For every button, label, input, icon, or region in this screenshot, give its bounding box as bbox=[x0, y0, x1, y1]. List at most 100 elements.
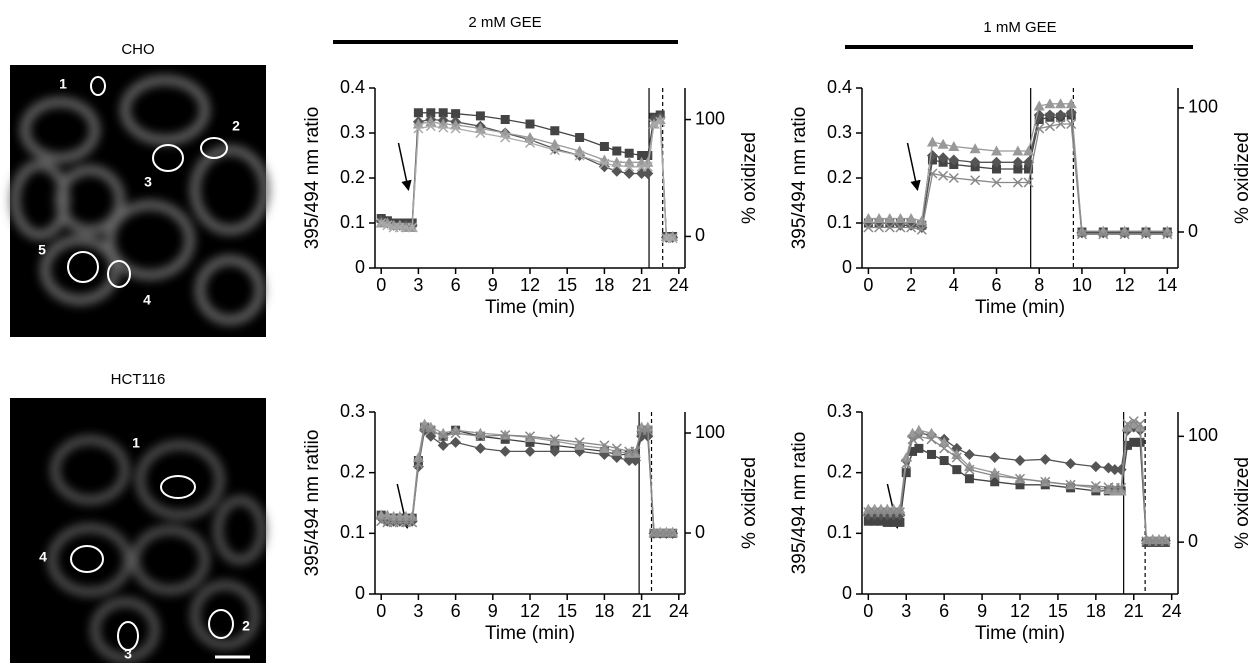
data-point bbox=[901, 458, 912, 469]
data-point bbox=[862, 213, 874, 223]
data-point bbox=[474, 442, 486, 454]
x-tick-label: 8 bbox=[1034, 275, 1044, 295]
data-point bbox=[937, 138, 949, 149]
data-point bbox=[630, 446, 641, 457]
data-point bbox=[413, 123, 424, 134]
data-point bbox=[939, 456, 949, 466]
data-point bbox=[1014, 455, 1026, 467]
data-point bbox=[990, 477, 1000, 487]
data-point bbox=[425, 121, 436, 132]
x-tick-label: 2 bbox=[906, 275, 916, 295]
data-point bbox=[412, 452, 424, 462]
y-axis-label: 395/494 nm ratio bbox=[789, 432, 810, 575]
data-point bbox=[882, 517, 892, 527]
x-tick-label: 0 bbox=[376, 601, 386, 621]
x-tick-label: 12 bbox=[520, 275, 540, 295]
data-point bbox=[642, 161, 653, 172]
data-point bbox=[895, 517, 905, 527]
x-tick-label: 9 bbox=[977, 601, 987, 621]
data-point bbox=[437, 439, 449, 451]
y-tick-label: 0 bbox=[842, 583, 852, 603]
data-point bbox=[438, 431, 449, 442]
y-tick-label: 0.4 bbox=[340, 77, 365, 97]
data-point bbox=[1162, 229, 1173, 240]
data-point bbox=[1140, 225, 1152, 236]
y2-tick-label: 0 bbox=[695, 225, 705, 245]
data-point bbox=[1012, 177, 1023, 188]
data-point bbox=[438, 108, 448, 118]
data-point bbox=[475, 431, 486, 442]
series-line bbox=[868, 103, 1168, 232]
data-point bbox=[937, 152, 949, 164]
y-axis-label: 395/494 nm ratio bbox=[302, 107, 323, 250]
data-point bbox=[1119, 229, 1130, 240]
data-point bbox=[1097, 225, 1109, 236]
roi-label: 3 bbox=[124, 646, 132, 662]
y-axis-label: 395/494 nm ratiio bbox=[302, 430, 323, 577]
x-tick-label: 12 bbox=[1115, 275, 1135, 295]
y-tick-label: 0.1 bbox=[340, 522, 365, 542]
data-point bbox=[1012, 156, 1024, 168]
data-point bbox=[1055, 109, 1067, 121]
data-point bbox=[963, 448, 975, 460]
data-point bbox=[1129, 437, 1139, 447]
data-point bbox=[382, 220, 393, 231]
y-tick-label: 0.3 bbox=[340, 401, 365, 421]
data-point bbox=[927, 449, 937, 459]
data-point bbox=[524, 431, 536, 442]
chart-title: 1 mM GEE bbox=[983, 19, 1056, 36]
data-point bbox=[642, 421, 654, 432]
series-line bbox=[868, 420, 1166, 542]
data-point bbox=[948, 141, 960, 151]
data-point bbox=[1023, 156, 1035, 168]
x-tick-label: 12 bbox=[520, 601, 540, 621]
data-point bbox=[1090, 461, 1102, 473]
data-point bbox=[908, 446, 918, 456]
x-tick-label: 9 bbox=[488, 275, 498, 295]
data-point bbox=[916, 224, 927, 235]
data-point bbox=[926, 427, 938, 438]
data-point bbox=[500, 132, 511, 143]
data-point bbox=[884, 222, 895, 233]
data-point bbox=[550, 126, 560, 136]
data-point bbox=[1098, 229, 1109, 240]
data-point bbox=[574, 439, 586, 450]
data-point bbox=[667, 528, 678, 539]
data-point bbox=[549, 445, 561, 457]
data-point bbox=[939, 443, 950, 454]
data-point bbox=[598, 442, 610, 453]
data-point bbox=[964, 464, 975, 475]
data-point bbox=[599, 142, 609, 151]
data-point bbox=[970, 175, 981, 186]
y2-axis-label: % oxidized bbox=[1232, 132, 1253, 224]
micrograph bbox=[10, 398, 266, 663]
data-point bbox=[1023, 145, 1035, 156]
data-point bbox=[1128, 418, 1140, 429]
x-tick-label: 6 bbox=[451, 275, 461, 295]
data-point bbox=[914, 443, 924, 453]
x-axis-label: Time (min) bbox=[485, 623, 575, 644]
data-point bbox=[1128, 416, 1139, 427]
y2-axis-label: % oxidized bbox=[739, 132, 760, 224]
data-point bbox=[574, 150, 585, 161]
image-title: HCT116 bbox=[111, 371, 166, 388]
x-tick-label: 21 bbox=[1124, 601, 1144, 621]
y-tick-label: 0.3 bbox=[827, 122, 852, 142]
x-tick-label: 10 bbox=[1072, 275, 1092, 295]
x-tick-label: 3 bbox=[413, 275, 423, 295]
data-point bbox=[895, 222, 906, 233]
y-tick-label: 0.1 bbox=[827, 522, 852, 542]
data-point bbox=[655, 116, 666, 127]
y2-tick-label: 100 bbox=[695, 108, 725, 128]
data-point bbox=[525, 437, 535, 447]
data-point bbox=[948, 154, 960, 166]
y-tick-label: 0.2 bbox=[340, 167, 365, 187]
data-point bbox=[500, 115, 510, 124]
data-point bbox=[413, 458, 424, 469]
data-point bbox=[419, 422, 430, 433]
roi bbox=[70, 475, 234, 651]
data-point bbox=[1065, 458, 1077, 470]
y2-tick-label: 100 bbox=[1188, 97, 1218, 117]
data-point bbox=[1115, 485, 1127, 496]
